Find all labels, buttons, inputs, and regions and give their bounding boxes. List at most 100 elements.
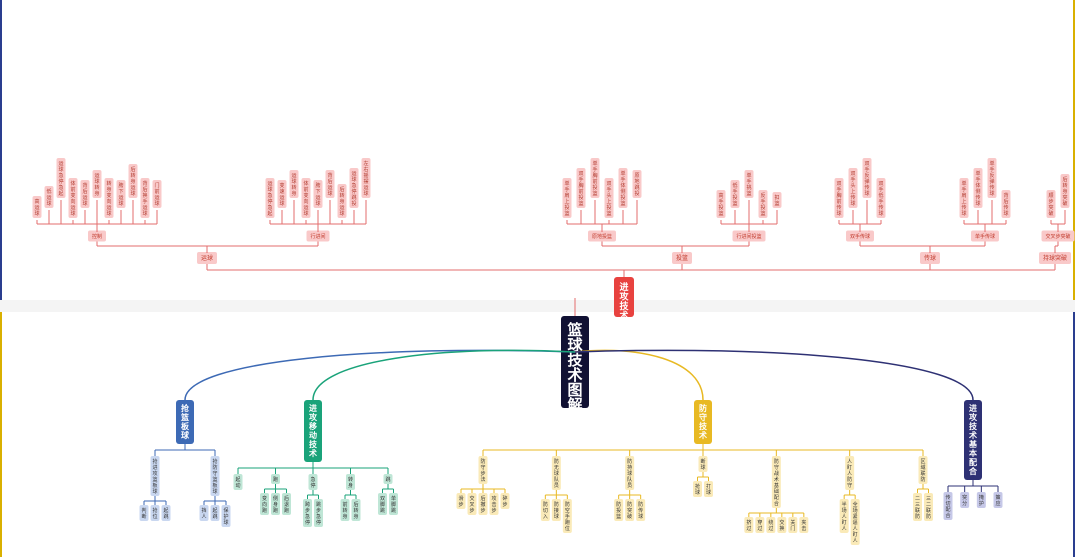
top-sub-2-1[interactable]: 单手传球 (971, 230, 999, 242)
top-group-1[interactable]: 投篮 (672, 252, 692, 264)
top-leaf-0-0-2[interactable]: 运球急停急起 (56, 158, 66, 198)
top-leaf-1-1-3[interactable]: 反手投篮 (758, 190, 768, 218)
bottom-leaf-2-4-3[interactable]: 交换 (777, 517, 787, 533)
bottom-leaf-2-5-1[interactable]: 全场紧逼人盯人 (850, 499, 860, 545)
bottom-leaf-2-0-2[interactable]: 后撤步 (478, 493, 488, 515)
top-leaf-0-1-1[interactable]: 变速运球 (277, 180, 287, 208)
top-leaf-0-0-10[interactable]: 门前运球 (152, 180, 162, 208)
bottom-sub-2-6[interactable]: 区域联防 (918, 456, 928, 484)
bottom-leaf-2-0-0[interactable]: 滑步 (456, 493, 466, 509)
top-leaf-1-0-4[interactable]: 单手体侧投篮 (618, 168, 628, 208)
bottom-sub-1-0[interactable]: 起动 (233, 474, 243, 490)
bottom-sub-1-2[interactable]: 急停 (308, 474, 318, 490)
bottom-leaf-1-1-1[interactable]: 侧身跑 (271, 493, 280, 515)
top-leaf-2-1-2[interactable]: 单手反弹传球 (987, 158, 997, 198)
top-leaf-0-0-6[interactable]: 转身变向运球 (104, 178, 114, 218)
bottom-leaf-2-4-0[interactable]: 挤过 (744, 517, 754, 533)
bottom-leaf-2-6-1[interactable]: 三二联防 (924, 493, 933, 521)
top-sub-2-0[interactable]: 双手传球 (846, 230, 874, 242)
top-leaf-3-0-0[interactable]: 顺步突破 (1046, 190, 1056, 218)
top-leaf-0-0-9[interactable]: 背后换手运球 (140, 178, 150, 218)
bottom-leaf-2-1-0[interactable]: 防切入 (540, 499, 550, 521)
bottom-leaf-2-0-3[interactable]: 攻击步 (489, 493, 499, 515)
top-group-2[interactable]: 传球 (920, 252, 940, 264)
top-leaf-2-0-3[interactable]: 双手低手传球 (876, 178, 886, 218)
bottom-leaf-1-2-1[interactable]: 跳步急停 (314, 499, 323, 527)
bottom-sub-0-1[interactable]: 抢防守篮板球 (210, 456, 220, 496)
top-leaf-0-0-5[interactable]: 运球转身 (92, 170, 102, 198)
attack-technique-root[interactable]: 进攻技术 (614, 277, 634, 322)
bottom-leaf-2-4-1[interactable]: 穿过 (755, 517, 765, 533)
bottom-leaf-1-4-1[interactable]: 单脚跳 (389, 493, 398, 515)
bottom-leaf-0-1-0[interactable]: 挡人 (199, 505, 209, 521)
top-leaf-0-0-3[interactable]: 体前变向运球 (68, 178, 78, 218)
bottom-category-3[interactable]: 进攻技术基本配合 (964, 400, 982, 480)
bottom-leaf-2-4-4[interactable]: 关门 (788, 517, 798, 533)
bottom-sub-2-4[interactable]: 防守战术基础配合 (771, 456, 781, 508)
bottom-sub-1-3[interactable]: 转身 (346, 474, 355, 490)
bottom-leaf-1-1-0[interactable]: 变向跑 (260, 493, 269, 515)
bottom-sub-3-2[interactable]: 掩护 (976, 492, 986, 508)
top-leaf-0-1-4[interactable]: 胯下运球 (313, 180, 323, 208)
bottom-leaf-0-1-2[interactable]: 保护球 (221, 505, 231, 527)
bottom-leaf-2-0-4[interactable]: 碎步 (500, 493, 510, 509)
top-leaf-1-0-0[interactable]: 单手肩上投篮 (562, 178, 572, 218)
top-leaf-2-1-0[interactable]: 单手肩上传球 (959, 178, 969, 218)
top-leaf-0-1-6[interactable]: 后转身运球 (337, 184, 347, 218)
bottom-category-0[interactable]: 抢篮板球 (176, 400, 194, 444)
bottom-sub-1-1[interactable]: 跑 (271, 474, 280, 484)
top-leaf-1-0-2[interactable]: 单手胸前投篮 (590, 158, 600, 198)
bottom-leaf-0-0-1[interactable]: 抢位 (150, 505, 160, 521)
bottom-sub-3-0[interactable]: 传切配合 (943, 492, 953, 520)
top-leaf-2-0-2[interactable]: 双手反弹传球 (862, 158, 872, 198)
top-sub-1-0[interactable]: 原地投篮 (588, 230, 616, 242)
bottom-leaf-2-2-2[interactable]: 防传球 (636, 499, 646, 521)
bottom-sub-3-1[interactable]: 突分 (960, 492, 970, 508)
bottom-category-2[interactable]: 防守技术 (694, 400, 712, 444)
top-leaf-1-0-3[interactable]: 双手头上投篮 (604, 178, 614, 218)
bottom-leaf-2-4-5[interactable]: 夹击 (799, 517, 809, 533)
top-leaf-0-1-7[interactable]: 运球急停跳投 (349, 168, 359, 208)
bottom-leaf-1-4-0[interactable]: 双脚跳 (378, 493, 387, 515)
bottom-leaf-1-3-0[interactable]: 前转身 (340, 499, 350, 521)
center-title[interactable]: 篮球技术图解 (561, 316, 589, 414)
top-sub-0-0[interactable]: 控制 (88, 230, 106, 242)
bottom-sub-2-3[interactable]: 断球 (698, 456, 708, 472)
top-leaf-0-0-1[interactable]: 低运球 (44, 186, 54, 208)
top-leaf-0-0-4[interactable]: 背后运球 (80, 180, 90, 208)
top-leaf-0-0-0[interactable]: 高运球 (32, 196, 42, 218)
bottom-leaf-2-3-0[interactable]: 抢球 (693, 481, 702, 497)
top-leaf-0-1-0[interactable]: 运球急停急起 (265, 178, 275, 218)
bottom-leaf-2-2-0[interactable]: 防投篮 (614, 499, 624, 521)
bottom-sub-2-0[interactable]: 防守步法 (478, 456, 488, 484)
bottom-leaf-2-1-2[interactable]: 防空手跑位 (562, 499, 572, 533)
top-group-0[interactable]: 运球 (197, 252, 217, 264)
bottom-leaf-0-1-1[interactable]: 起跳 (210, 505, 220, 521)
top-leaf-0-0-8[interactable]: 后转身运球 (128, 164, 138, 198)
bottom-leaf-2-6-0[interactable]: 二三联防 (913, 493, 922, 521)
bottom-leaf-2-5-0[interactable]: 半场人盯人 (839, 499, 849, 533)
top-leaf-1-1-2[interactable]: 单手挑篮 (744, 170, 754, 198)
top-leaf-1-0-5[interactable]: 原地跳投 (632, 170, 642, 198)
bottom-leaf-2-4-2[interactable]: 绕过 (766, 517, 776, 533)
bottom-leaf-2-2-1[interactable]: 防突破 (625, 499, 635, 521)
top-leaf-2-0-1[interactable]: 双手头上传球 (848, 168, 858, 208)
top-leaf-3-0-1[interactable]: 后转身突破 (1060, 174, 1070, 208)
top-leaf-0-1-8[interactable]: 左右摇摆运球 (361, 158, 371, 198)
bottom-leaf-2-0-1[interactable]: 交叉步 (467, 493, 477, 515)
top-leaf-0-1-5[interactable]: 背后运球 (325, 170, 335, 198)
top-sub-3-0[interactable]: 交叉步突破 (1041, 230, 1075, 242)
bottom-category-1[interactable]: 进攻移动技术 (304, 400, 322, 462)
top-sub-1-1[interactable]: 行进间投篮 (732, 230, 766, 242)
top-leaf-1-1-1[interactable]: 低手投篮 (730, 180, 740, 208)
top-leaf-1-1-4[interactable]: 扣篮 (772, 192, 782, 208)
bottom-sub-0-0[interactable]: 抢进攻篮板球 (150, 456, 160, 496)
bottom-leaf-0-0-2[interactable]: 起跳 (161, 505, 171, 521)
bottom-sub-2-5[interactable]: 人盯人防守 (845, 456, 855, 490)
bottom-sub-3-3[interactable]: 策应 (993, 492, 1003, 508)
top-sub-0-1[interactable]: 行进间 (306, 230, 330, 242)
top-leaf-0-1-2[interactable]: 运球转身 (289, 170, 299, 198)
top-group-3[interactable]: 持球突破 (1039, 252, 1071, 264)
bottom-leaf-0-0-0[interactable]: 判断 (139, 505, 149, 521)
bottom-leaf-1-3-1[interactable]: 后转身 (351, 499, 361, 521)
